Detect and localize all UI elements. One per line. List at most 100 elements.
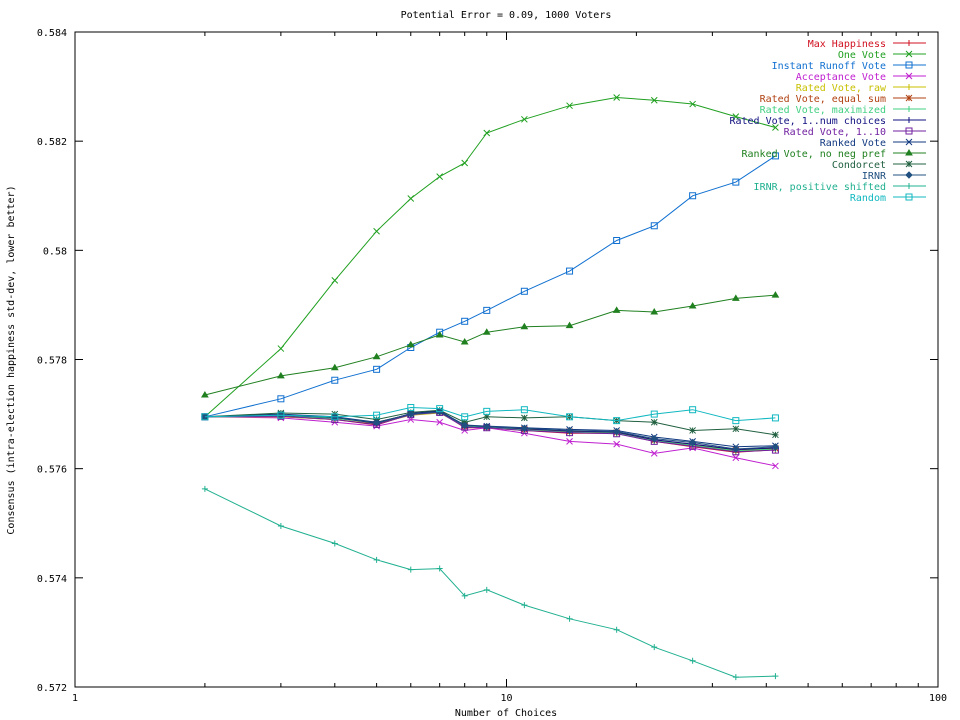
legend-item: IRNR	[862, 171, 926, 182]
legend-marker	[905, 61, 913, 69]
legend-item: IRNR, positive shifted	[754, 182, 926, 193]
data-point	[407, 566, 414, 573]
x-tick-label: 10	[500, 693, 512, 704]
data-point	[483, 129, 491, 137]
data-point	[520, 406, 528, 414]
data-point	[520, 287, 528, 295]
data-point	[772, 462, 779, 470]
data-point	[407, 195, 415, 202]
data-point	[483, 306, 491, 314]
x-axis-label: Number of Choices	[455, 708, 557, 719]
data-point	[276, 371, 285, 379]
series-ranked-vote-no-neg-pref	[201, 291, 780, 398]
data-point	[612, 306, 621, 313]
data-point	[436, 418, 444, 426]
data-point	[771, 414, 779, 422]
y-tick-label: 0.584	[37, 28, 67, 39]
data-point	[331, 413, 339, 421]
legend-label: One Vote	[838, 50, 886, 61]
legend-label: IRNR	[862, 171, 887, 182]
data-point	[520, 322, 529, 330]
data-point	[435, 330, 444, 338]
legend-item: Condorcet	[832, 160, 926, 171]
legend-label: Ranked Vote, no neg pref	[742, 149, 887, 160]
data-point	[688, 438, 697, 447]
y-tick-label: 0.58	[43, 246, 67, 257]
y-axis-label: Consensus (intra-election happiness std-…	[6, 185, 17, 534]
legend-label: Rated Vote, 1..10	[784, 127, 886, 138]
legend-item: Ranked Vote	[820, 138, 926, 149]
series-line	[204, 406, 776, 422]
data-point	[373, 556, 380, 563]
series-line	[204, 155, 776, 418]
legend-marker	[906, 84, 912, 90]
legend-marker	[906, 117, 912, 123]
legend-label: Ranked Vote	[820, 138, 886, 149]
legend-label: Rated Vote, 1..num choices	[729, 116, 886, 127]
data-point	[331, 540, 338, 547]
data-point	[689, 192, 697, 200]
legend-label: Rated Vote, equal sum	[760, 94, 886, 105]
data-point	[732, 454, 740, 462]
data-point	[566, 102, 573, 110]
legend-marker	[905, 193, 913, 201]
data-point	[732, 113, 740, 120]
data-point	[277, 522, 284, 529]
series-irnr-positive-shifted	[201, 485, 779, 681]
data-point	[201, 413, 209, 421]
legend-marker	[905, 72, 913, 80]
data-point	[650, 450, 658, 457]
data-point	[771, 152, 779, 160]
legend-item: One Vote	[838, 50, 926, 61]
data-point	[461, 159, 469, 167]
data-point	[651, 644, 658, 651]
y-tick-label: 0.576	[37, 465, 67, 476]
data-point	[772, 673, 779, 680]
data-point	[688, 302, 697, 309]
data-point	[650, 410, 658, 418]
data-point	[372, 419, 381, 427]
legend-marker	[906, 183, 912, 189]
data-point	[277, 395, 285, 403]
axes: 0.572 0.574 0.576 0.578 0.58 0.582 0.584 1 10 100	[37, 28, 947, 704]
legend-label: Random	[850, 193, 886, 204]
data-point	[566, 267, 574, 275]
x-tick-label: 1	[72, 693, 78, 704]
legend-label: Condorcet	[832, 160, 886, 171]
data-point	[521, 115, 528, 123]
y-tick-label: 0.578	[37, 356, 67, 367]
data-point	[732, 425, 740, 433]
data-point	[771, 291, 780, 298]
y-tick-label: 0.572	[37, 683, 67, 694]
series-group	[201, 94, 780, 681]
data-point	[407, 404, 415, 412]
data-point	[613, 237, 621, 245]
data-point	[483, 413, 491, 421]
data-point	[771, 443, 780, 451]
data-point	[566, 413, 574, 421]
legend-marker	[905, 160, 913, 168]
data-point	[483, 586, 490, 593]
legend-item: Rated Vote, equal sum	[760, 94, 926, 105]
x-tick-label: 100	[929, 693, 947, 704]
legend-item: Instant Runoff Vote	[772, 61, 926, 72]
legend-marker	[905, 127, 913, 135]
data-point	[461, 592, 468, 599]
legend-label: Acceptance Vote	[796, 72, 886, 83]
data-point	[521, 602, 528, 609]
data-point	[772, 124, 779, 131]
legend-marker	[905, 149, 913, 156]
data-point	[372, 352, 381, 360]
data-point	[483, 407, 491, 415]
data-point	[650, 418, 658, 426]
legend-item: Random	[850, 193, 926, 204]
legend-label: Instant Runoff Vote	[772, 61, 886, 72]
data-point	[689, 406, 697, 414]
legend-label: Max Happiness	[808, 39, 886, 50]
data-point	[689, 427, 696, 434]
legend-item: Acceptance Vote	[796, 72, 926, 83]
series-random	[201, 404, 779, 425]
data-point	[565, 426, 574, 435]
